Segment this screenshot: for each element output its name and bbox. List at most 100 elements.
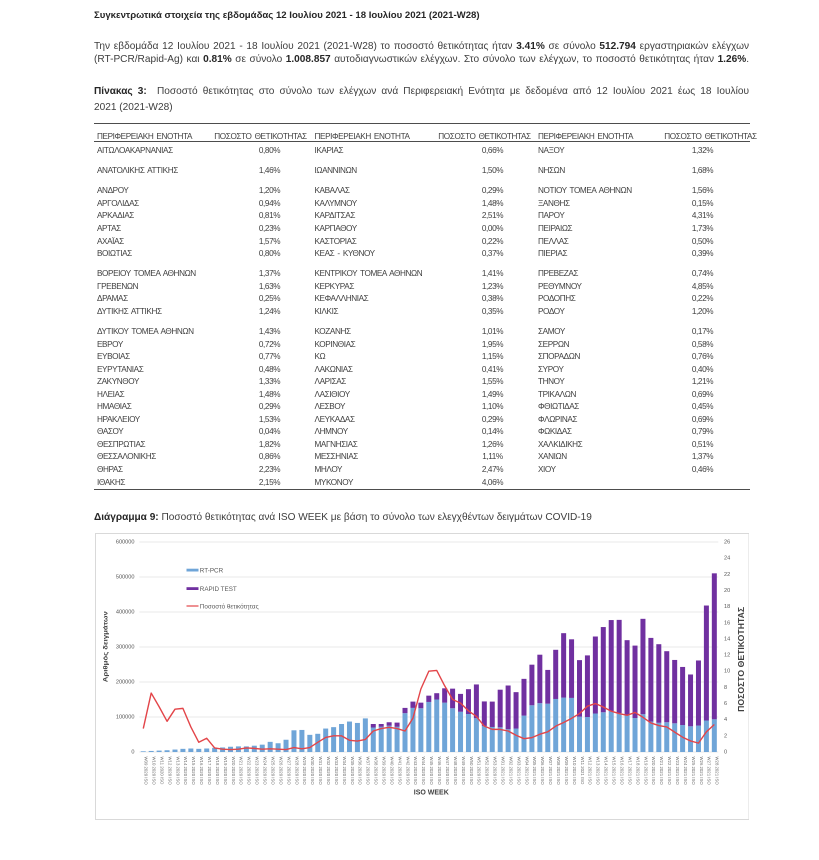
svg-text:W42 2020 ISO: W42 2020 ISO [405,757,410,786]
svg-text:24: 24 [724,556,730,562]
svg-text:500000: 500000 [116,575,135,581]
svg-text:W27 2020 ISO: W27 2020 ISO [286,757,291,786]
svg-text:W36 2020 ISO: W36 2020 ISO [357,757,362,786]
svg-text:18: 18 [724,604,730,610]
svg-text:W14 2020 ISO: W14 2020 ISO [183,757,188,786]
svg-text:Αριθμός δειγμάτων: Αριθμός δειγμάτων [102,611,109,682]
svg-text:W28 2020 ISO: W28 2020 ISO [294,757,299,786]
svg-text:W35 2020 ISO: W35 2020 ISO [349,757,354,786]
svg-text:4: 4 [724,717,727,723]
svg-text:W24 2021 ISO: W24 2021 ISO [683,757,688,786]
svg-text:RAPID TEST: RAPID TEST [199,586,236,593]
svg-text:W19 2020 ISO: W19 2020 ISO [223,757,228,786]
svg-text:W03 2021 ISO: W03 2021 ISO [516,757,521,786]
svg-text:W01 2021 ISO: W01 2021 ISO [500,757,505,786]
svg-text:W31 2020 ISO: W31 2020 ISO [318,757,323,786]
svg-text:W23 2020 ISO: W23 2020 ISO [254,757,259,786]
svg-text:0: 0 [724,750,727,756]
svg-text:W07 2021 ISO: W07 2021 ISO [548,757,553,786]
svg-text:2: 2 [724,733,727,739]
svg-text:14: 14 [724,636,730,642]
svg-text:W27 2021 ISO: W27 2021 ISO [706,757,711,786]
svg-text:10: 10 [724,669,730,675]
svg-text:W49 2020 ISO: W49 2020 ISO [461,757,466,786]
svg-text:W32 2020 ISO: W32 2020 ISO [326,757,331,786]
svg-text:W02 2021 ISO: W02 2021 ISO [508,757,513,786]
svg-text:W21 2021 ISO: W21 2021 ISO [659,757,664,786]
svg-text:W26 2021 ISO: W26 2021 ISO [698,757,703,786]
svg-text:8: 8 [724,685,727,691]
svg-text:W24 2020 ISO: W24 2020 ISO [262,757,267,786]
svg-text:W25 2021 ISO: W25 2021 ISO [691,757,696,786]
svg-text:600000: 600000 [116,540,135,546]
svg-text:0: 0 [131,750,134,756]
svg-text:W45 2020 ISO: W45 2020 ISO [429,757,434,786]
svg-text:W52 2020 ISO: W52 2020 ISO [484,757,489,786]
svg-text:W11 2021 ISO: W11 2021 ISO [579,757,584,786]
svg-text:12: 12 [724,653,730,659]
svg-text:W53 2020 ISO: W53 2020 ISO [492,757,497,786]
svg-text:200000: 200000 [116,680,135,686]
svg-text:W17 2021 ISO: W17 2021 ISO [627,757,632,786]
svg-text:W43 2020 ISO: W43 2020 ISO [413,757,418,786]
svg-text:W18 2020 ISO: W18 2020 ISO [215,757,220,786]
svg-text:W16 2021 ISO: W16 2021 ISO [619,757,624,786]
svg-text:W33 2020 ISO: W33 2020 ISO [334,757,339,786]
svg-text:26: 26 [724,540,730,546]
svg-text:W40 2020 ISO: W40 2020 ISO [389,757,394,786]
svg-text:W51 2020 ISO: W51 2020 ISO [476,757,481,786]
svg-text:ΠΟΣΟΣΤΟ ΘΕΤΙΚΟΤΗΤΑΣ: ΠΟΣΟΣΤΟ ΘΕΤΙΚΟΤΗΤΑΣ [737,607,746,712]
svg-text:W38 2020 ISO: W38 2020 ISO [373,757,378,786]
svg-text:W15 2021 ISO: W15 2021 ISO [611,757,616,786]
svg-text:RT-PCR: RT-PCR [199,568,223,575]
svg-text:20: 20 [724,588,730,594]
svg-text:W04 2021 ISO: W04 2021 ISO [524,757,529,786]
svg-text:W22 2021 ISO: W22 2021 ISO [667,757,672,786]
svg-text:W20 2020 ISO: W20 2020 ISO [230,757,235,786]
svg-text:Ποσοστό θετικότητας: Ποσοστό θετικότητας [199,602,258,610]
svg-text:W37 2020 ISO: W37 2020 ISO [365,757,370,786]
svg-text:W48 2020 ISO: W48 2020 ISO [453,757,458,786]
svg-text:W21 2020 ISO: W21 2020 ISO [238,757,243,786]
svg-text:W15 2020 ISO: W15 2020 ISO [191,757,196,786]
svg-text:W26 2020 ISO: W26 2020 ISO [278,757,283,786]
svg-text:W16 2020 ISO: W16 2020 ISO [199,757,204,786]
svg-text:W08 2021 ISO: W08 2021 ISO [556,757,561,786]
svg-text:W46 2020 ISO: W46 2020 ISO [437,757,442,786]
svg-text:22: 22 [724,572,730,578]
svg-text:16: 16 [724,620,730,626]
svg-text:W12 2020 ISO: W12 2020 ISO [167,757,172,786]
svg-text:W25 2020 ISO: W25 2020 ISO [270,757,275,786]
svg-text:W10 2020 ISO: W10 2020 ISO [151,757,156,786]
svg-text:400000: 400000 [116,610,135,616]
svg-text:W47 2020 ISO: W47 2020 ISO [445,757,450,786]
svg-text:W18 2021 ISO: W18 2021 ISO [635,757,640,786]
svg-text:W14 2021 ISO: W14 2021 ISO [603,757,608,786]
svg-text:W11 2020 ISO: W11 2020 ISO [159,757,164,786]
svg-text:6: 6 [724,701,727,707]
svg-text:300000: 300000 [116,645,135,651]
svg-text:W13 2021 ISO: W13 2021 ISO [595,757,600,786]
svg-text:W28 2021 ISO: W28 2021 ISO [714,757,719,786]
svg-text:W05 2021 ISO: W05 2021 ISO [532,757,537,786]
svg-text:W22 2020 ISO: W22 2020 ISO [246,757,251,786]
svg-text:W41 2020 ISO: W41 2020 ISO [397,757,402,786]
svg-text:W17 2020 ISO: W17 2020 ISO [207,757,212,786]
svg-text:W34 2020 ISO: W34 2020 ISO [342,757,347,786]
svg-text:W10 2021 ISO: W10 2021 ISO [572,757,577,786]
svg-text:W20 2021 ISO: W20 2021 ISO [651,757,656,786]
svg-text:W23 2021 ISO: W23 2021 ISO [675,757,680,786]
svg-text:W29 2020 ISO: W29 2020 ISO [302,757,307,786]
svg-text:100000: 100000 [116,715,135,721]
svg-text:W39 2020 ISO: W39 2020 ISO [381,757,386,786]
svg-text:ISO WEEK: ISO WEEK [413,789,448,796]
svg-text:W12 2021 ISO: W12 2021 ISO [587,757,592,786]
svg-text:W44 2020 ISO: W44 2020 ISO [421,757,426,786]
svg-text:W50 2020 ISO: W50 2020 ISO [468,757,473,786]
svg-text:W13 2020 ISO: W13 2020 ISO [175,757,180,786]
svg-text:W30 2020 ISO: W30 2020 ISO [310,757,315,786]
svg-text:W09 2020 ISO: W09 2020 ISO [143,757,148,786]
svg-text:W06 2021 ISO: W06 2021 ISO [540,757,545,786]
svg-text:W09 2021 ISO: W09 2021 ISO [564,757,569,786]
svg-text:W19 2021 ISO: W19 2021 ISO [643,757,648,786]
